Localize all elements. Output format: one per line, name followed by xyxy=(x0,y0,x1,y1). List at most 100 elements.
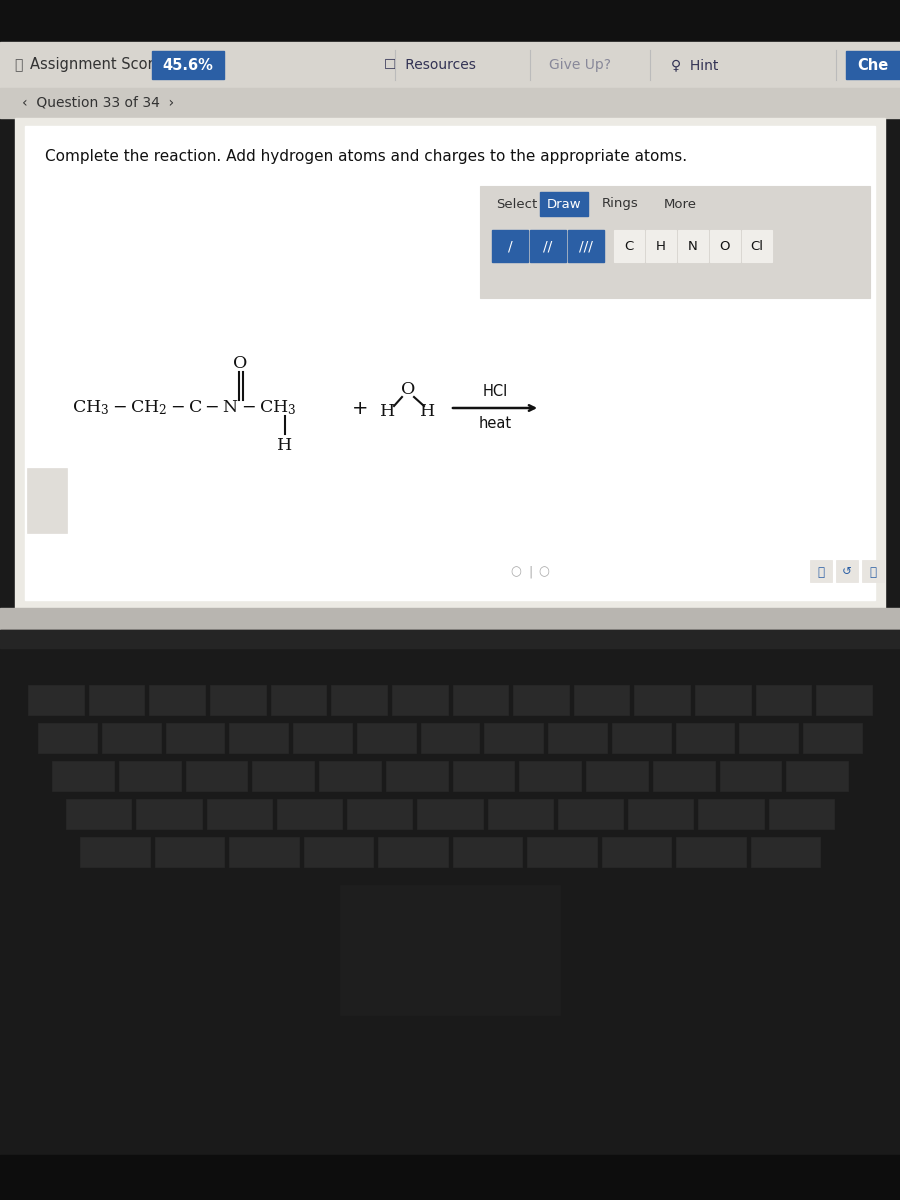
Text: $\mathregular{CH_3-CH_2-C-N-CH_3}$: $\mathregular{CH_3-CH_2-C-N-CH_3}$ xyxy=(72,398,297,418)
Bar xyxy=(540,192,588,216)
Text: More: More xyxy=(664,198,697,210)
Bar xyxy=(710,230,740,262)
Bar xyxy=(28,685,84,715)
Bar xyxy=(206,799,272,829)
Bar xyxy=(0,630,900,648)
Bar xyxy=(719,761,781,791)
Text: 🔍: 🔍 xyxy=(817,565,824,578)
Bar xyxy=(0,88,900,118)
Bar xyxy=(293,722,352,754)
Text: ⓘ: ⓘ xyxy=(14,58,22,72)
Bar xyxy=(166,722,224,754)
Bar xyxy=(862,560,884,582)
Bar xyxy=(803,722,862,754)
Bar xyxy=(136,799,202,829)
Bar xyxy=(634,685,690,715)
Bar xyxy=(102,722,160,754)
Text: H: H xyxy=(656,240,666,252)
Bar xyxy=(271,685,326,715)
Text: ○: ○ xyxy=(510,565,521,578)
Bar xyxy=(698,799,764,829)
Bar xyxy=(846,50,900,79)
Bar xyxy=(386,761,447,791)
Bar xyxy=(676,722,734,754)
Bar xyxy=(319,761,381,791)
Bar xyxy=(27,468,67,533)
Text: Draw: Draw xyxy=(546,198,581,210)
Bar xyxy=(340,886,560,1015)
Bar xyxy=(155,838,224,866)
Bar xyxy=(15,118,885,608)
Text: H: H xyxy=(420,403,436,420)
Text: HCl: HCl xyxy=(482,384,508,400)
Bar xyxy=(787,761,848,791)
Bar xyxy=(527,838,597,866)
Bar xyxy=(418,799,482,829)
Bar xyxy=(230,722,288,754)
Bar xyxy=(628,799,694,829)
Bar xyxy=(25,126,875,600)
Bar xyxy=(601,838,671,866)
Text: ‹  Question 33 of 34  ›: ‹ Question 33 of 34 › xyxy=(22,96,174,110)
Bar xyxy=(614,230,644,262)
Text: C: C xyxy=(625,240,634,252)
Text: Che: Che xyxy=(858,58,888,72)
Bar xyxy=(420,722,480,754)
Bar xyxy=(38,722,97,754)
Text: /: / xyxy=(508,239,512,253)
Text: Cl: Cl xyxy=(751,240,763,252)
Bar xyxy=(530,230,566,262)
Text: Give Up?: Give Up? xyxy=(549,58,611,72)
Bar xyxy=(519,761,581,791)
Bar xyxy=(252,761,314,791)
Bar xyxy=(453,838,522,866)
Bar xyxy=(52,761,113,791)
Bar xyxy=(568,230,604,262)
Bar xyxy=(836,560,858,582)
Text: O: O xyxy=(233,355,248,372)
Bar xyxy=(66,799,131,829)
Text: O: O xyxy=(720,240,730,252)
Bar xyxy=(612,722,670,754)
Bar xyxy=(229,838,299,866)
Text: ♀  Hint: ♀ Hint xyxy=(671,58,719,72)
Bar xyxy=(488,799,553,829)
Text: Select: Select xyxy=(496,198,537,210)
Bar xyxy=(695,685,751,715)
Bar xyxy=(0,608,900,630)
Bar xyxy=(751,838,820,866)
Text: 🔎: 🔎 xyxy=(869,565,877,578)
Bar xyxy=(119,761,181,791)
Text: H: H xyxy=(277,438,292,455)
Bar xyxy=(480,186,870,298)
Bar xyxy=(392,685,447,715)
Text: //: // xyxy=(544,239,553,253)
Bar xyxy=(676,838,745,866)
Text: 45.6%: 45.6% xyxy=(163,58,213,72)
Bar xyxy=(742,230,772,262)
Text: Rings: Rings xyxy=(602,198,639,210)
Text: O: O xyxy=(400,382,415,398)
Bar xyxy=(0,0,900,42)
Bar xyxy=(210,685,266,715)
Bar xyxy=(0,630,900,1200)
Bar xyxy=(513,685,569,715)
Text: ///: /// xyxy=(579,239,593,253)
Bar xyxy=(0,1154,900,1200)
Bar xyxy=(331,685,387,715)
Bar xyxy=(740,722,798,754)
Bar xyxy=(769,799,834,829)
Bar xyxy=(586,761,648,791)
Bar xyxy=(652,761,715,791)
Bar xyxy=(347,799,412,829)
Text: ↺: ↺ xyxy=(842,565,852,578)
Bar xyxy=(277,799,342,829)
Bar xyxy=(646,230,676,262)
Bar xyxy=(574,685,629,715)
Text: ☐  Resources: ☐ Resources xyxy=(384,58,476,72)
Bar xyxy=(356,722,416,754)
Text: +: + xyxy=(352,398,368,418)
Text: Assignment Score:: Assignment Score: xyxy=(30,58,167,72)
Bar xyxy=(810,560,832,582)
Text: H: H xyxy=(381,403,396,420)
